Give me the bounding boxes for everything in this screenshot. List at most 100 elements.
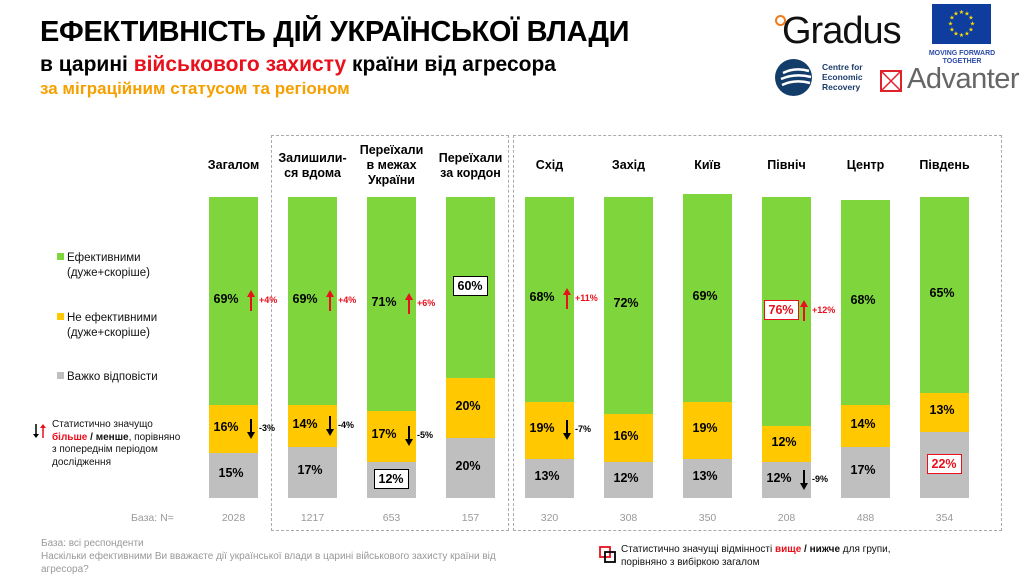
advanter-logo-icon — [880, 70, 902, 92]
value-label: 13% — [534, 469, 560, 484]
value-label: 12% — [613, 470, 639, 485]
value-label: 13% — [692, 469, 718, 484]
page-title: ЕФЕКТИВНІСТЬ ДІЙ УКРАЇНСЬКОЇ ВЛАДИ — [40, 16, 630, 48]
cer-logo-text: Centre for Economic Recovery — [822, 62, 863, 92]
page-subtitle-2: за міграційним статусом та регіоном — [40, 79, 350, 98]
change-label: -3% — [259, 422, 276, 433]
arrow-down-icon — [247, 418, 255, 439]
bar-segment-not-effective — [209, 404, 258, 453]
note-sep: / — [87, 431, 96, 443]
value-label: 71% — [371, 294, 397, 309]
change-label: -9% — [812, 473, 829, 484]
note-more: більше — [52, 431, 88, 443]
bar-segment-not-effective — [367, 410, 416, 462]
sig-note-line1: Статистично значущі відмінності вище / н… — [621, 543, 891, 556]
value-label: 69% — [213, 291, 239, 306]
value-label: 72% — [613, 296, 639, 311]
base-count: 354 — [935, 512, 954, 524]
value-label: 12% — [766, 470, 792, 485]
bar-segment-hard — [288, 446, 337, 498]
subtitle-highlight: військового захисту — [133, 53, 347, 76]
value-label: 13% — [929, 403, 955, 418]
legend-change-note: Статистично значущо більше / менше, порі… — [52, 419, 180, 469]
arrow-up-icon — [247, 289, 255, 311]
page-subtitle: в царині військового захисту країни від … — [40, 53, 556, 77]
svg-text:★: ★ — [959, 9, 964, 16]
arrow-up-icon — [326, 289, 334, 311]
value-label: 19% — [529, 421, 555, 436]
legend-swatch-not-effective — [57, 313, 64, 320]
bar-segment-not-effective — [920, 392, 969, 432]
value-label: 69% — [692, 288, 718, 303]
note-line4: дослідження — [52, 456, 111, 468]
svg-text:★: ★ — [964, 11, 969, 18]
arrow-down-icon — [326, 415, 334, 436]
svg-text:★: ★ — [949, 27, 954, 34]
svg-text:★: ★ — [968, 27, 973, 34]
footer-notes: База: всі респонденти Наскільки ефективн… — [41, 537, 496, 576]
svg-text:★: ★ — [959, 32, 964, 39]
footer-question: Наскільки ефективними Ви вважаєте дії ук… — [41, 551, 496, 562]
base-count: 350 — [698, 512, 717, 524]
legend-label-2: (дуже+скоріше) — [67, 327, 150, 339]
legend-label: Ефективними — [67, 252, 141, 264]
value-label: 12% — [771, 434, 797, 449]
bar-segment-hard — [209, 452, 258, 498]
legend-label: Важко відповісти — [67, 371, 158, 383]
column-header: Південь — [919, 158, 970, 172]
bar-segment-effective — [920, 197, 969, 393]
footer-question-2: агресора? — [41, 564, 89, 575]
change-label: +4% — [338, 294, 357, 305]
base-label: База: N= — [131, 512, 174, 524]
sig-higher: вище — [774, 544, 802, 555]
sig-pre: Статистично значущі відмінності — [621, 544, 775, 555]
bar-segment-hard — [446, 437, 495, 498]
bar-segment-not-effective — [841, 404, 890, 447]
arrow-up-icon — [563, 288, 571, 310]
group-box-migration — [271, 135, 509, 531]
bar-segment-effective — [209, 197, 258, 405]
bar-segment-effective — [841, 200, 890, 405]
eu-tagline-line1: MOVING FORWARD — [928, 50, 996, 57]
subtitle-text: в царині — [40, 53, 134, 76]
bar-segment-hard — [762, 461, 811, 498]
base-count: 2028 — [221, 512, 246, 524]
note-line2: більше / менше, порівняно — [52, 432, 180, 445]
svg-text:★: ★ — [964, 31, 969, 38]
cer-logo-icon — [775, 59, 812, 96]
value-label: 17% — [297, 463, 323, 478]
value-label: 17% — [371, 427, 397, 442]
note-line3: з попереднім періодом — [52, 444, 158, 455]
bar-segment-effective — [288, 197, 337, 405]
value-label: 69% — [292, 291, 318, 306]
bar-segment-hard — [841, 446, 890, 498]
change-label: -5% — [417, 430, 434, 441]
column-header: Загалом — [207, 158, 260, 172]
note-comp: , порівняно — [128, 431, 181, 443]
gradus-dot-icon — [775, 15, 786, 26]
change-label: +11% — [575, 293, 598, 304]
bar-segment-hard — [683, 458, 732, 498]
legend-item-effective: Ефективними (дуже+скоріше) — [57, 251, 150, 281]
change-label: +6% — [417, 297, 436, 308]
bar-segment-effective — [367, 197, 416, 411]
bar-segment-hard — [604, 461, 653, 498]
subtitle-text-end: країни від агресора — [346, 53, 556, 76]
value-label: 65% — [929, 285, 955, 300]
cer-line1: Centre for — [822, 62, 863, 72]
legend-change-icons — [33, 423, 47, 444]
arrow-down-icon — [563, 420, 571, 441]
svg-text:★: ★ — [953, 11, 958, 18]
value-label: 68% — [850, 293, 876, 308]
bar-segment-not-effective — [525, 401, 574, 459]
legend-label: Не ефективними — [67, 312, 158, 324]
footer-base: База: всі респонденти — [41, 538, 144, 549]
svg-text:★: ★ — [968, 15, 973, 22]
value-label: 12% — [373, 468, 409, 489]
arrow-down-icon — [405, 426, 413, 447]
bar-segment-hard — [525, 458, 574, 498]
value-label: 16% — [613, 428, 639, 443]
column-header: Центр — [846, 158, 885, 172]
arrow-up-icon — [405, 292, 413, 314]
